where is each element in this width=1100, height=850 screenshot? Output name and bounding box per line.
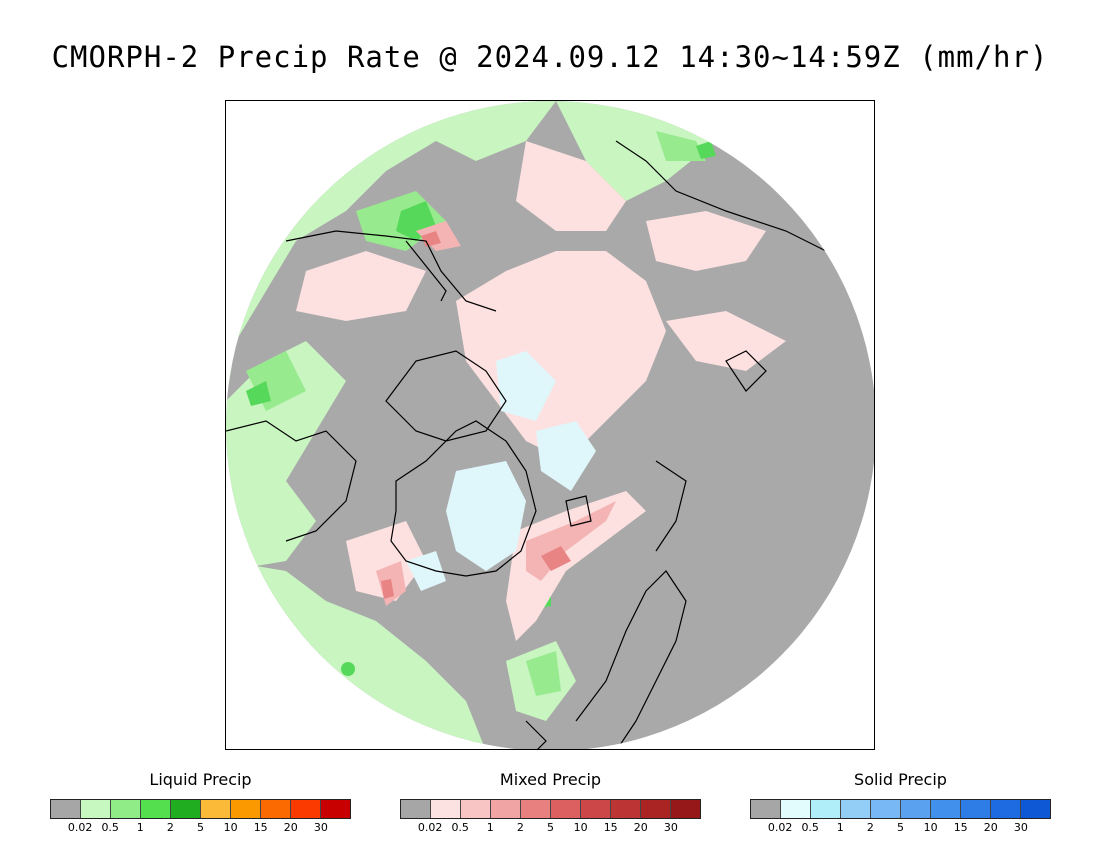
legend-tick-mixed-3: 2 (516, 821, 524, 834)
legend-swatch-liquid-7 (261, 800, 291, 818)
legend-tick-solid-8: 30 (1013, 821, 1028, 834)
legend-swatch-mixed-0 (401, 800, 431, 818)
legend-tick-liquid-7: 20 (283, 821, 298, 834)
legend-swatch-mixed-4 (521, 800, 551, 818)
legend-tick-liquid-2: 1 (136, 821, 144, 834)
legend-swatch-mixed-5 (551, 800, 581, 818)
legend-title-solid: Solid Precip (854, 770, 947, 789)
legend-swatch-solid-7 (961, 800, 991, 818)
legend-swatch-liquid-5 (201, 800, 231, 818)
legend-tick-solid-4: 5 (897, 821, 904, 834)
legend-swatch-liquid-2 (111, 800, 141, 818)
legend-tick-solid-1: 0.5 (801, 821, 819, 834)
legend-tick-mixed-4: 5 (547, 821, 554, 834)
legend-liquid: Liquid Precip 0.02 0.5 1 2 5 10 15 20 30 (50, 770, 351, 835)
legend-solid: Solid Precip 0.02 0.5 1 2 5 10 15 20 30 (750, 770, 1051, 835)
legend-swatch-liquid-0 (51, 800, 81, 818)
solid-precip-areas (406, 351, 596, 591)
legend-swatch-solid-3 (841, 800, 871, 818)
hemisphere-disk (226, 101, 874, 749)
legend-tick-mixed-7: 20 (633, 821, 648, 834)
legend-ticks-liquid: 0.02 0.5 1 2 5 10 15 20 30 (50, 821, 351, 835)
legend-swatch-liquid-4 (171, 800, 201, 818)
legend-tick-mixed-8: 30 (663, 821, 678, 834)
legend-swatch-mixed-2 (461, 800, 491, 818)
legend-swatch-liquid-3 (141, 800, 171, 818)
legend-tick-liquid-1: 0.5 (101, 821, 119, 834)
legend-mixed: Mixed Precip 0.02 0.5 1 2 5 10 15 20 30 (400, 770, 701, 835)
legend-tick-liquid-4: 5 (197, 821, 204, 834)
legend-tick-liquid-6: 15 (253, 821, 268, 834)
legend-tick-liquid-0: 0.02 (67, 821, 93, 834)
legend-title-liquid: Liquid Precip (149, 770, 252, 789)
mixed-precip-heavy (381, 231, 571, 599)
legend-tick-liquid-8: 30 (313, 821, 328, 834)
legend-swatch-mixed-1 (431, 800, 461, 818)
legend-tick-mixed-1: 0.5 (451, 821, 469, 834)
legend-swatch-mixed-8 (641, 800, 671, 818)
legend-tick-solid-5: 10 (923, 821, 938, 834)
legend-tick-mixed-5: 10 (573, 821, 588, 834)
legend-swatch-solid-0 (751, 800, 781, 818)
legend-swatch-solid-6 (931, 800, 961, 818)
legend-tick-liquid-5: 10 (223, 821, 238, 834)
legend-swatch-solid-2 (811, 800, 841, 818)
legend-tick-mixed-6: 15 (603, 821, 618, 834)
legend-swatch-solid-1 (781, 800, 811, 818)
legend-swatch-liquid-8 (291, 800, 321, 818)
legend-tick-mixed-2: 1 (486, 821, 494, 834)
legend-swatch-mixed-6 (581, 800, 611, 818)
legend-swatches-mixed (400, 799, 701, 819)
legend-tick-solid-0: 0.02 (767, 821, 793, 834)
legend-swatch-mixed-7 (611, 800, 641, 818)
legend-swatch-solid-4 (871, 800, 901, 818)
legend-tick-liquid-3: 2 (166, 821, 174, 834)
legend-swatch-mixed-3 (491, 800, 521, 818)
legend-tick-solid-3: 2 (866, 821, 874, 834)
legend-swatch-solid-5 (901, 800, 931, 818)
legend-swatches-liquid (50, 799, 351, 819)
legend-swatch-solid-9 (1021, 800, 1050, 818)
legend-tick-solid-6: 15 (953, 821, 968, 834)
legend-tick-solid-2: 1 (836, 821, 844, 834)
chart-title: CMORPH-2 Precip Rate @ 2024.09.12 14:30~… (51, 40, 1049, 74)
mixed-precip-areas (296, 141, 786, 641)
legend-tick-mixed-0: 0.02 (417, 821, 443, 834)
legend-swatch-liquid-1 (81, 800, 111, 818)
coastlines (226, 140, 874, 749)
legend-ticks-mixed: 0.02 0.5 1 2 5 10 15 20 30 (400, 821, 701, 835)
legend-swatch-liquid-6 (231, 800, 261, 818)
legend-title-mixed: Mixed Precip (499, 770, 602, 789)
legend-swatch-liquid-9 (321, 800, 350, 818)
legend-swatch-mixed-9 (671, 800, 700, 818)
legend-swatches-solid (750, 799, 1051, 819)
legend-tick-solid-7: 20 (983, 821, 998, 834)
polar-map-panel (225, 100, 875, 750)
legend-swatch-solid-8 (991, 800, 1021, 818)
precip-map (226, 101, 874, 749)
legend-ticks-solid: 0.02 0.5 1 2 5 10 15 20 30 (750, 821, 1051, 835)
